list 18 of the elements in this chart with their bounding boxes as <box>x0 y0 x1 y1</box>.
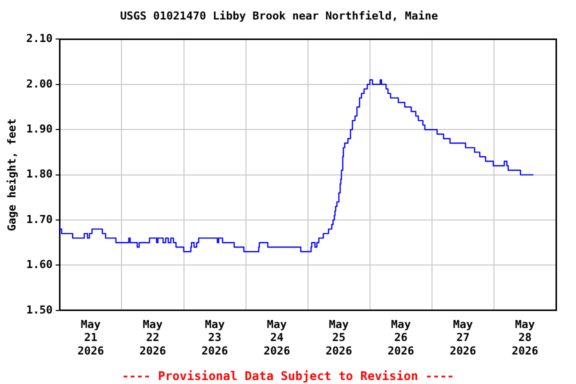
x-tick-label: May 27 2026 <box>450 318 477 358</box>
y-tick-label: 1.90 <box>26 122 53 136</box>
text: ---- Provisional Data Subject to Revision ---- <box>122 369 454 383</box>
x-tick-label: May 21 2026 <box>77 318 104 358</box>
x-tick-label: May 26 2026 <box>388 318 415 358</box>
x-tick-label: May 28 2026 <box>512 318 539 358</box>
x-tick-label: May 22 2026 <box>140 318 166 358</box>
x-tick-label: May 23 2026 <box>202 318 228 358</box>
y-tick-label: 1.70 <box>26 212 53 226</box>
y-tick-label: 2.10 <box>26 32 53 46</box>
y-tick-label: 1.50 <box>26 303 53 316</box>
x-tick-label: May 25 2026 <box>326 318 352 358</box>
y-tick-label: 1.80 <box>26 168 53 181</box>
y-tick-label: 2.00 <box>26 77 53 90</box>
x-tick-label: May 24 2026 <box>264 318 290 358</box>
chart-title: USGS 01021470 Libby Brook near Northfield, Maine <box>120 9 438 22</box>
y-axis-title: Gage height, feet <box>5 118 18 232</box>
y-tick-label: 1.60 <box>26 258 53 272</box>
